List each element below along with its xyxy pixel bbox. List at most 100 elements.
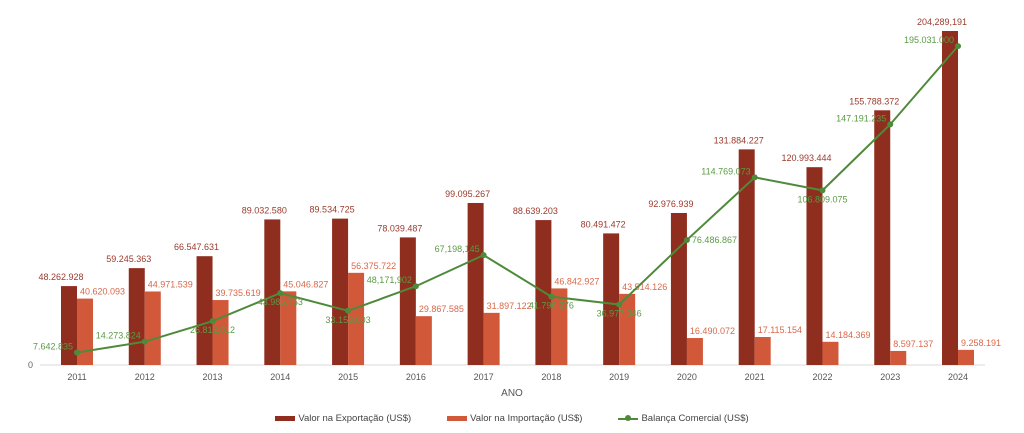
export-data-label: 204,289,191: [917, 17, 967, 27]
balance-data-label: 41.796.276: [529, 301, 574, 311]
x-axis-title: ANO: [501, 388, 523, 399]
balance-data-label: 43.985.753: [258, 297, 303, 307]
balance-data-label: 106.809.075: [797, 194, 847, 204]
import-bar: [77, 298, 93, 365]
export-bar: [128, 268, 145, 365]
legend-import-swatch: [447, 416, 468, 421]
export-data-label: 59.245.363: [106, 254, 151, 264]
import-data-label: 40.620.093: [80, 287, 125, 297]
x-tick-label: 2014: [270, 372, 290, 382]
export-bar: [196, 256, 213, 365]
import-bar: [822, 341, 839, 365]
balance-data-label: 14.273.824: [96, 331, 141, 341]
balance-data-label: 114.769.073: [701, 166, 750, 176]
balance-point: [345, 307, 352, 314]
x-tick-label: 2015: [338, 372, 358, 382]
import-data-label: 17.115.154: [758, 325, 802, 335]
x-tick-label: 2012: [135, 372, 155, 382]
balance-point: [887, 121, 894, 128]
import-data-label: 16.490.072: [690, 326, 735, 336]
x-tick-label: 2018: [541, 372, 561, 382]
import-bar: [958, 349, 975, 365]
export-bar: [738, 149, 755, 365]
import-data-label: 9.258.191: [961, 338, 1001, 348]
legend-import-label: Valor na Importação (US$): [470, 413, 583, 424]
export-data-label: 88.639.203: [513, 206, 558, 216]
balance-data-label: 67,198,145: [435, 244, 480, 254]
import-data-label: 39.735.619: [216, 288, 261, 298]
export-data-label: 92.976.939: [648, 199, 693, 209]
balance-point: [683, 236, 690, 243]
balance-data-label: 76.486.867: [692, 235, 737, 245]
import-data-label: 43.514.126: [622, 282, 667, 292]
balance-data-label: 48,171,902: [367, 275, 412, 285]
legend-export-swatch: [275, 416, 296, 421]
export-data-label: 120.993.444: [781, 153, 831, 163]
balance-point: [412, 283, 419, 290]
export-data-label: 89.534.725: [310, 205, 355, 215]
import-data-label: 31.897.122: [487, 301, 532, 311]
balance-data-label: 147.191.235: [836, 113, 886, 123]
import-bar: [619, 293, 636, 365]
legend-export-label: Valor na Exportação (US$): [298, 413, 412, 424]
legend-export: Valor na Exportação (US$): [275, 413, 411, 424]
export-data-label: 131.884.227: [714, 135, 764, 145]
balance-point: [751, 174, 758, 181]
balance-point: [480, 252, 487, 259]
import-data-label: 14.184.369: [825, 330, 870, 340]
x-tick-label: 2013: [203, 372, 223, 382]
balance-point: [209, 318, 216, 325]
balance-data-label: 7.642.835: [33, 342, 73, 352]
export-data-label: 99.095.267: [445, 189, 490, 199]
import-bar: [551, 288, 568, 365]
export-bar: [670, 212, 687, 365]
x-tick-label: 2019: [609, 372, 629, 382]
balance-line: [76, 45, 959, 354]
balance-point: [548, 293, 555, 300]
import-bar: [144, 291, 161, 365]
balance-data-label: 36.977.346: [597, 309, 642, 319]
import-bar: [280, 291, 297, 365]
legend-balance-label: Balança Comercial (US$): [641, 413, 749, 424]
export-data-label: 155.788.372: [849, 96, 899, 106]
x-tick-label: 2011: [67, 372, 86, 382]
legend-balance-swatch: [618, 414, 639, 421]
export-data-label: 78.039.487: [377, 223, 422, 233]
export-bar: [874, 110, 891, 365]
import-data-label: 45.046.827: [283, 279, 328, 289]
import-bar: [483, 312, 500, 365]
balance-point: [141, 338, 148, 345]
import-bar: [348, 272, 365, 365]
balance-data-label: 195.031.000: [904, 35, 954, 45]
x-tick-label: 2016: [406, 372, 426, 382]
export-bar: [399, 237, 416, 365]
import-data-label: 8.597.137: [893, 339, 933, 349]
balance-point: [955, 43, 962, 50]
export-bar: [264, 219, 281, 365]
import-bar: [415, 316, 432, 365]
import-data-label: 56.375.722: [351, 261, 396, 271]
x-tick-label: 2020: [677, 372, 697, 382]
x-tick-label: 2017: [474, 372, 494, 382]
y-tick-label: 0: [28, 360, 33, 370]
x-tick-label: 2023: [880, 372, 900, 382]
import-data-label: 44.971.539: [148, 279, 193, 289]
export-data-label: 66.547.631: [174, 242, 219, 252]
export-data-label: 89.032.580: [242, 205, 287, 215]
x-tick-label: 2021: [745, 372, 765, 382]
export-bar: [942, 31, 959, 365]
export-bar: [467, 202, 484, 365]
legend-import: Valor na Importação (US$): [447, 413, 582, 424]
import-data-label: 46.842.927: [554, 276, 599, 286]
balance-data-label: 26.812.012: [190, 325, 235, 335]
export-bar: [332, 218, 349, 365]
export-data-label: 80.491.472: [581, 219, 626, 229]
export-bar: [61, 286, 77, 365]
export-data-label: 48.262.928: [38, 272, 83, 282]
import-bar: [754, 337, 771, 365]
import-bar: [890, 350, 907, 365]
import-bar: [686, 338, 703, 365]
balance-data-label: 33.159.003: [326, 315, 371, 325]
x-tick-label: 2024: [948, 372, 968, 382]
